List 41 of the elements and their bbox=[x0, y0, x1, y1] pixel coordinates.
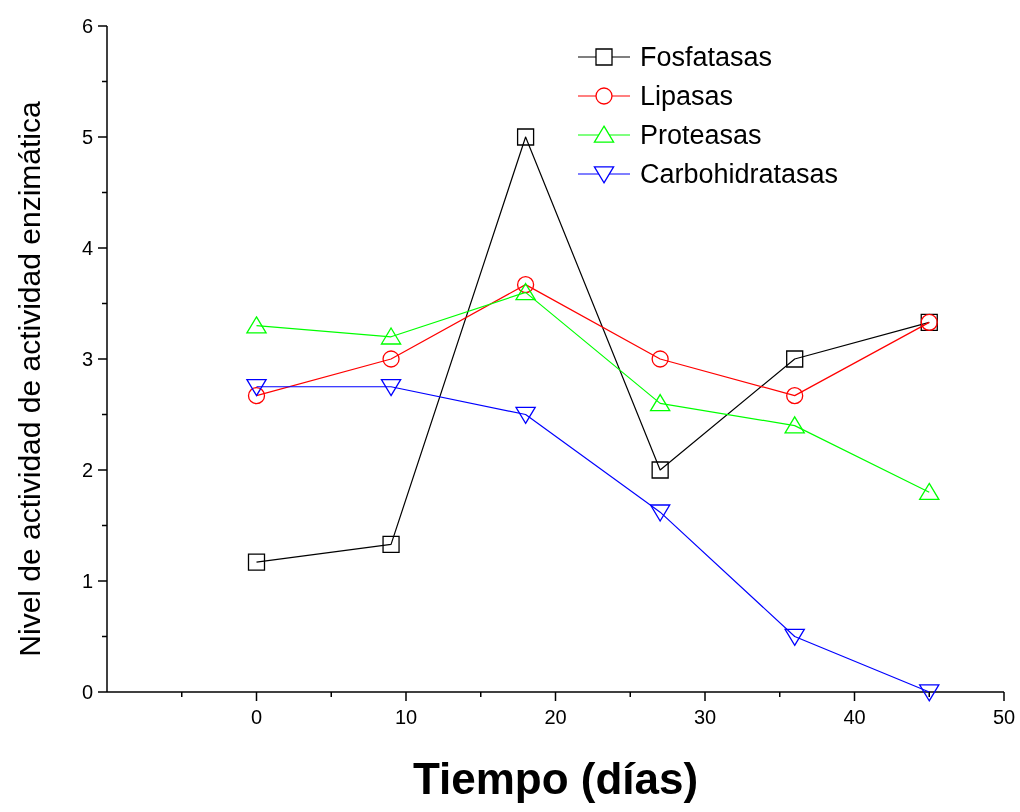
point bbox=[649, 504, 671, 522]
legend-label: Fosfatasas bbox=[640, 42, 773, 72]
point bbox=[382, 535, 400, 554]
point bbox=[515, 282, 536, 301]
point bbox=[651, 350, 669, 368]
y-tick-label: 6 bbox=[81, 15, 93, 37]
point bbox=[382, 350, 400, 368]
x-tick-label: 20 bbox=[544, 706, 567, 728]
x-tick-label: 30 bbox=[693, 706, 717, 728]
point bbox=[649, 393, 671, 412]
legend-label: Lipasas bbox=[640, 81, 734, 111]
point bbox=[246, 378, 267, 397]
y-axis-title: Nivel de actividad de actividad enzimática bbox=[13, 101, 46, 657]
y-tick-label: 4 bbox=[81, 237, 93, 259]
point bbox=[786, 350, 804, 368]
x-tick-label: 40 bbox=[843, 706, 866, 728]
y-tick-label: 5 bbox=[81, 126, 93, 148]
point bbox=[784, 628, 805, 646]
point bbox=[919, 684, 940, 702]
y-tick-label: 2 bbox=[81, 459, 93, 481]
y-tick-label: 3 bbox=[81, 348, 93, 370]
point bbox=[380, 327, 402, 345]
point bbox=[246, 316, 267, 334]
x-tick-label: 10 bbox=[394, 706, 418, 728]
point bbox=[247, 553, 266, 571]
x-tick-label: 50 bbox=[992, 706, 1016, 728]
point bbox=[786, 387, 804, 405]
point bbox=[516, 128, 535, 146]
y-tick-label: 0 bbox=[81, 681, 93, 703]
point bbox=[247, 387, 266, 405]
y-tick-label: 1 bbox=[81, 570, 93, 592]
point bbox=[515, 406, 536, 424]
point bbox=[651, 461, 669, 479]
legend-label: Carbohidratasas bbox=[640, 159, 839, 189]
x-axis-title: Tiempo (días) bbox=[412, 754, 699, 803]
point bbox=[380, 378, 402, 397]
point bbox=[784, 416, 805, 434]
point bbox=[919, 482, 940, 501]
point bbox=[516, 276, 535, 294]
legend-label: Proteasas bbox=[640, 120, 762, 150]
x-tick-label: 0 bbox=[250, 706, 263, 728]
